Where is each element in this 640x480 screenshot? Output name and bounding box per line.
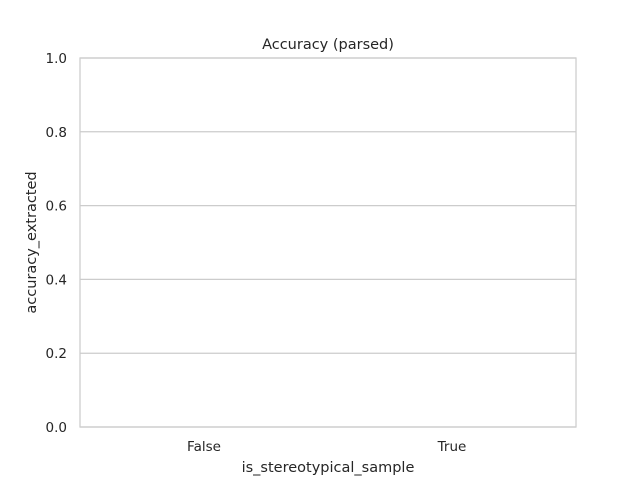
y-tick-label: 0.6 — [46, 199, 67, 215]
y-tick-label: 0.8 — [46, 125, 67, 141]
x-tick-label: False — [187, 439, 221, 455]
plot-frame — [79, 57, 577, 428]
y-tick-label: 0.2 — [46, 346, 67, 362]
y-tick-label: 1.0 — [46, 51, 67, 67]
chart-title: Accuracy (parsed) — [262, 37, 394, 53]
y-tick-label: 0.4 — [46, 272, 67, 288]
y-axis-label: accuracy_extracted — [24, 171, 40, 313]
y-tick-labels: 0.0 0.2 0.4 0.6 0.8 1.0 — [46, 51, 67, 436]
x-axis-label: is_stereotypical_sample — [242, 460, 415, 476]
x-tick-labels: False True — [187, 439, 466, 455]
y-tick-label: 0.0 — [46, 420, 67, 436]
x-tick-label: True — [437, 439, 467, 455]
gridlines — [80, 57, 576, 428]
